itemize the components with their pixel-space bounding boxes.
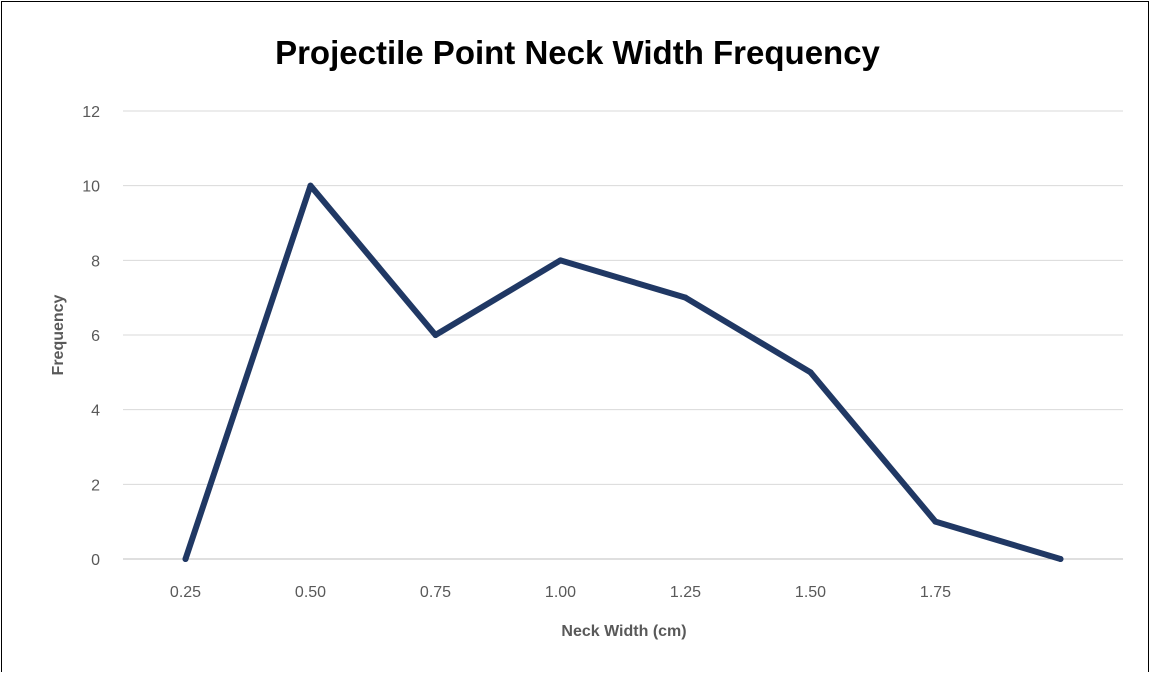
series-line (182, 182, 1064, 562)
series-layer (182, 182, 1064, 562)
x-axis-ticks: 0.25 0.50 0.75 1.00 1.25 1.50 1.75 (170, 584, 951, 601)
chart-title: Projectile Point Neck Width Frequency (275, 34, 880, 71)
y-tick-label: 0 (91, 552, 100, 569)
y-tick-label: 12 (82, 104, 100, 121)
x-tick-label: 1.50 (795, 584, 826, 601)
data-point (432, 332, 439, 338)
x-tick-label: 0.50 (295, 584, 326, 601)
x-tick-label: 1.00 (545, 584, 576, 601)
y-tick-label: 8 (91, 253, 100, 270)
y-tick-label: 6 (91, 328, 100, 345)
y-axis-title: Frequency (50, 294, 67, 375)
y-tick-label: 10 (82, 179, 100, 196)
x-tick-label: 0.75 (420, 584, 451, 601)
x-tick-label: 1.75 (920, 584, 951, 601)
y-tick-label: 4 (91, 403, 100, 420)
data-point (682, 294, 689, 301)
gridlines (123, 110, 1123, 560)
x-tick-label: 0.25 (170, 584, 201, 601)
x-tick-label: 1.25 (670, 584, 701, 601)
data-point (932, 518, 939, 525)
data-point (807, 369, 814, 376)
data-point (182, 556, 189, 562)
y-tick-label: 2 (91, 477, 100, 494)
data-point (1057, 556, 1064, 562)
y-axis-ticks: 0 2 4 6 8 10 12 (82, 104, 100, 569)
data-point (307, 182, 314, 189)
x-axis-title: Neck Width (cm) (561, 623, 686, 640)
data-point (557, 257, 564, 264)
